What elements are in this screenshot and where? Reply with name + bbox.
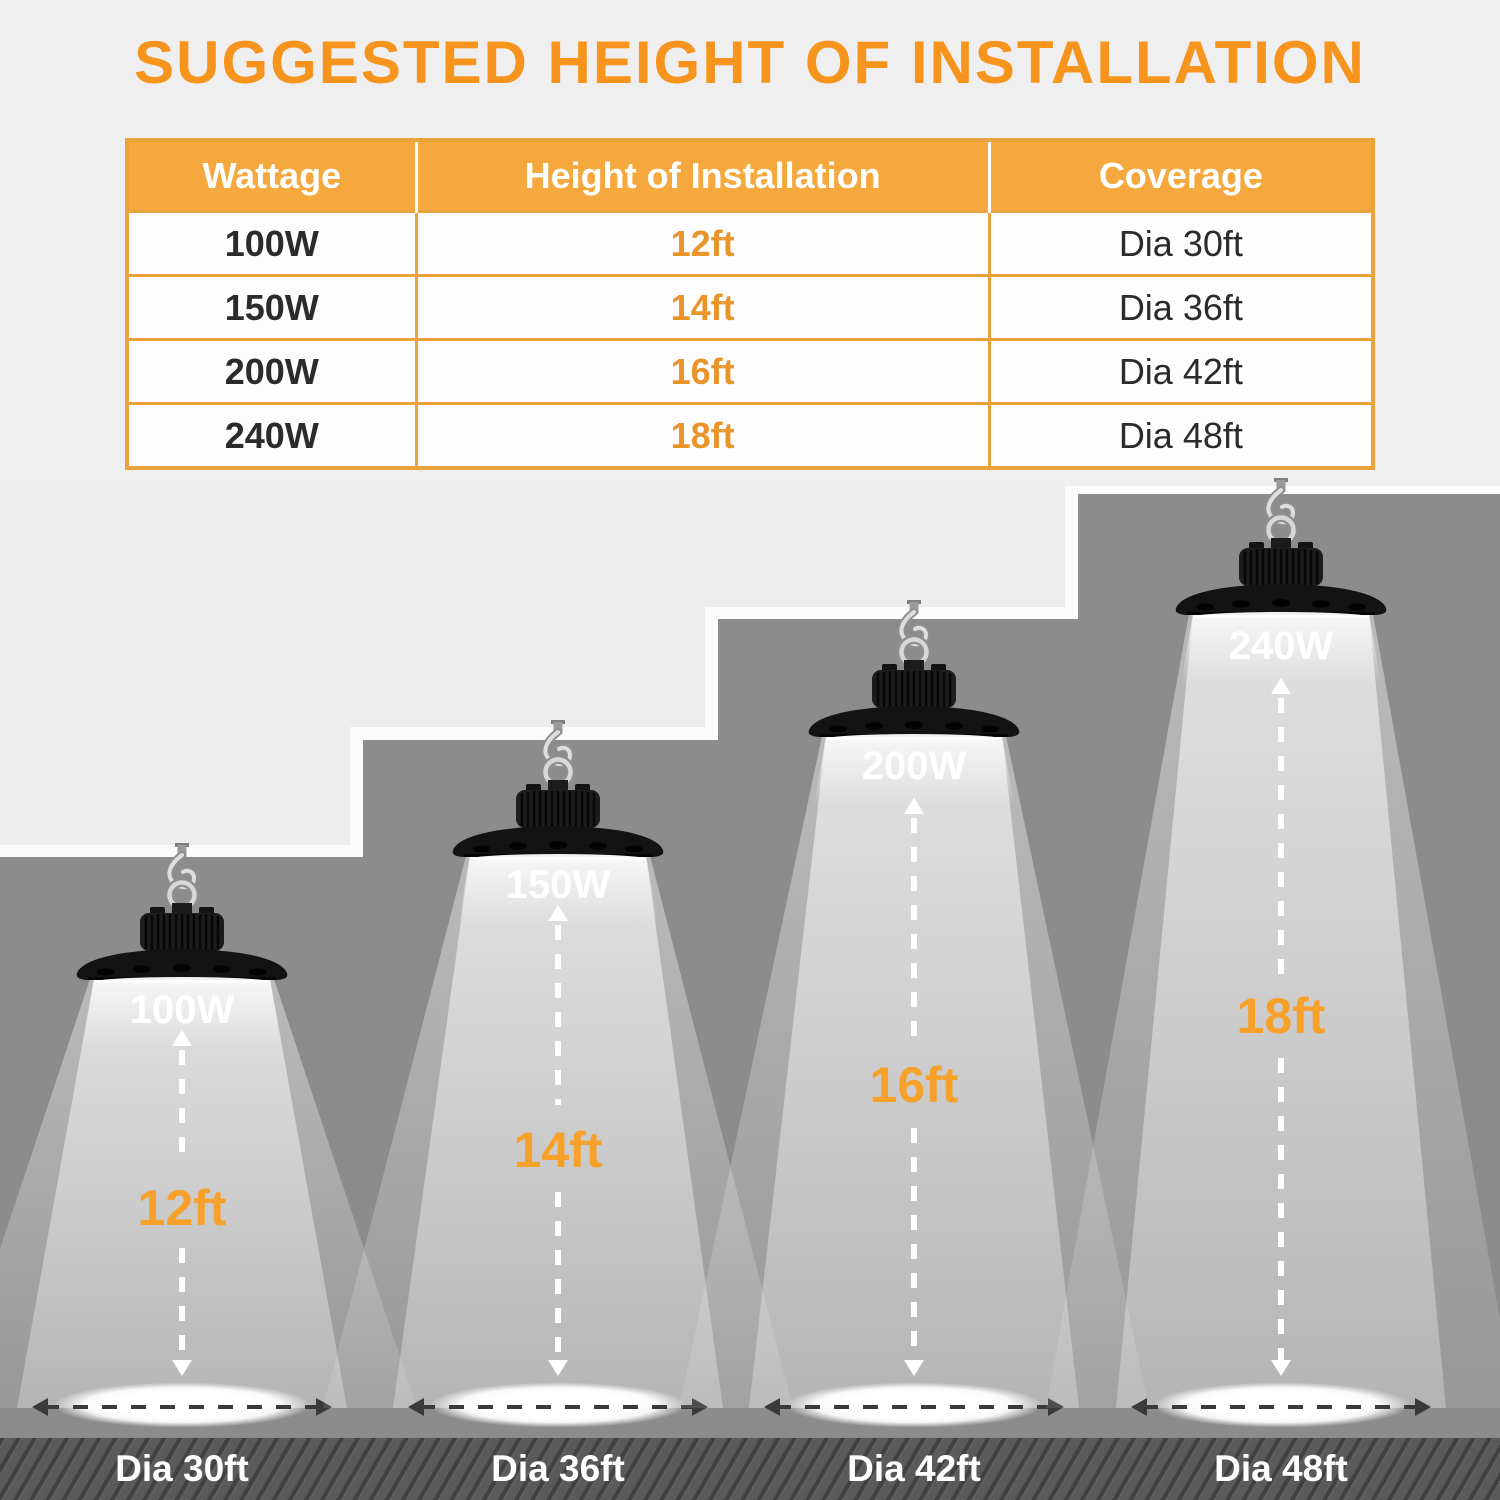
dashed-height-line (1278, 1058, 1284, 1360)
ufo-highbay-light (448, 720, 668, 860)
dashed-height-line (179, 1248, 185, 1360)
coverage-label: Dia 30ft (115, 1448, 249, 1489)
height-label: 14ft (513, 1122, 603, 1178)
stair-edge-highlight (705, 607, 1078, 619)
stair-wall-panel (0, 486, 363, 845)
cell-coverage: Dia 30ft (987, 210, 1373, 276)
header-wattage: Wattage (127, 140, 417, 212)
arrow-up-icon (904, 798, 924, 814)
diameter-arrow (1131, 1398, 1431, 1416)
height-label: 18ft (1236, 988, 1326, 1044)
arrow-right-icon (316, 1398, 332, 1416)
arrow-up-icon (172, 1030, 192, 1046)
stair-wall-panel (718, 486, 1078, 607)
arrow-up-icon (1271, 678, 1291, 694)
wattage-label: 100W (129, 988, 235, 1032)
light-beam (814, 736, 1014, 806)
arrow-down-icon (172, 1360, 192, 1376)
cell-height: 14ft (414, 274, 990, 340)
page-title: SUGGESTED HEIGHT OF INSTALLATION (134, 29, 1366, 96)
arrow-down-icon (1271, 1360, 1291, 1376)
arrow-left-icon (1131, 1398, 1147, 1416)
cell-height: 16ft (414, 338, 990, 404)
arrow-up-icon (548, 905, 568, 921)
table-row: 240W 18ft Dia 48ft (127, 402, 1373, 468)
wattage-label: 200W (861, 744, 967, 788)
coverage-label: Dia 48ft (1214, 1448, 1348, 1489)
arrow-down-icon (548, 1360, 568, 1376)
dashed-height-line (911, 818, 917, 1043)
table-row: 100W 12ft Dia 30ft (127, 210, 1373, 276)
height-label: 16ft (869, 1057, 959, 1113)
ufo-highbay-light (72, 843, 292, 983)
header-coverage: Coverage (987, 140, 1373, 212)
diameter-arrow (764, 1398, 1064, 1416)
dashed-height-line (179, 1050, 185, 1166)
cell-wattage: 150W (127, 274, 417, 340)
header-height: Height of Installation (414, 140, 990, 212)
table-row: 200W 16ft Dia 42ft (127, 338, 1373, 404)
diameter-arrow (32, 1398, 332, 1416)
cell-coverage: Dia 42ft (987, 338, 1373, 404)
diameter-arrow (408, 1398, 708, 1416)
cell-wattage: 200W (127, 338, 417, 404)
dashed-diameter-line (420, 1405, 696, 1409)
stair-edge-highlight (705, 607, 718, 740)
cell-wattage: 100W (127, 210, 417, 276)
arrow-left-icon (764, 1398, 780, 1416)
height-label: 12ft (137, 1180, 227, 1236)
stair-edge-highlight (1078, 486, 1500, 494)
dashed-height-line (555, 925, 561, 1105)
arrow-right-icon (692, 1398, 708, 1416)
table-header-row: Wattage Height of Installation Coverage (127, 140, 1373, 212)
stair-edge-highlight (350, 727, 363, 857)
ufo-highbay-light (804, 600, 1024, 740)
ufo-highbay-light (1171, 478, 1391, 618)
cell-coverage: Dia 48ft (987, 402, 1373, 468)
table-row: 150W 14ft Dia 36ft (127, 274, 1373, 340)
coverage-label: Dia 36ft (491, 1448, 625, 1489)
arrow-left-icon (32, 1398, 48, 1416)
wattage-label: 150W (505, 863, 611, 907)
arrow-right-icon (1048, 1398, 1064, 1416)
stair-wall-panel (363, 486, 718, 727)
coverage-label: Dia 42ft (847, 1448, 981, 1489)
dashed-diameter-line (1143, 1405, 1419, 1409)
cell-coverage: Dia 36ft (987, 274, 1373, 340)
wattage-label: 240W (1228, 624, 1334, 668)
cell-height: 18ft (414, 402, 990, 468)
stair-edge-highlight (1065, 486, 1078, 619)
cell-height: 12ft (414, 210, 990, 276)
arrow-left-icon (408, 1398, 424, 1416)
dashed-height-line (1278, 698, 1284, 976)
stair-edge-highlight (350, 727, 718, 740)
cell-wattage: 240W (127, 402, 417, 468)
dashed-diameter-line (776, 1405, 1052, 1409)
light-beam (1181, 614, 1381, 684)
arrow-right-icon (1415, 1398, 1431, 1416)
dashed-height-line (911, 1128, 917, 1360)
dashed-diameter-line (44, 1405, 320, 1409)
spec-table: Wattage Height of Installation Coverage … (125, 138, 1375, 470)
floor-band (0, 1438, 1500, 1500)
dashed-height-line (555, 1192, 561, 1360)
arrow-down-icon (904, 1360, 924, 1376)
